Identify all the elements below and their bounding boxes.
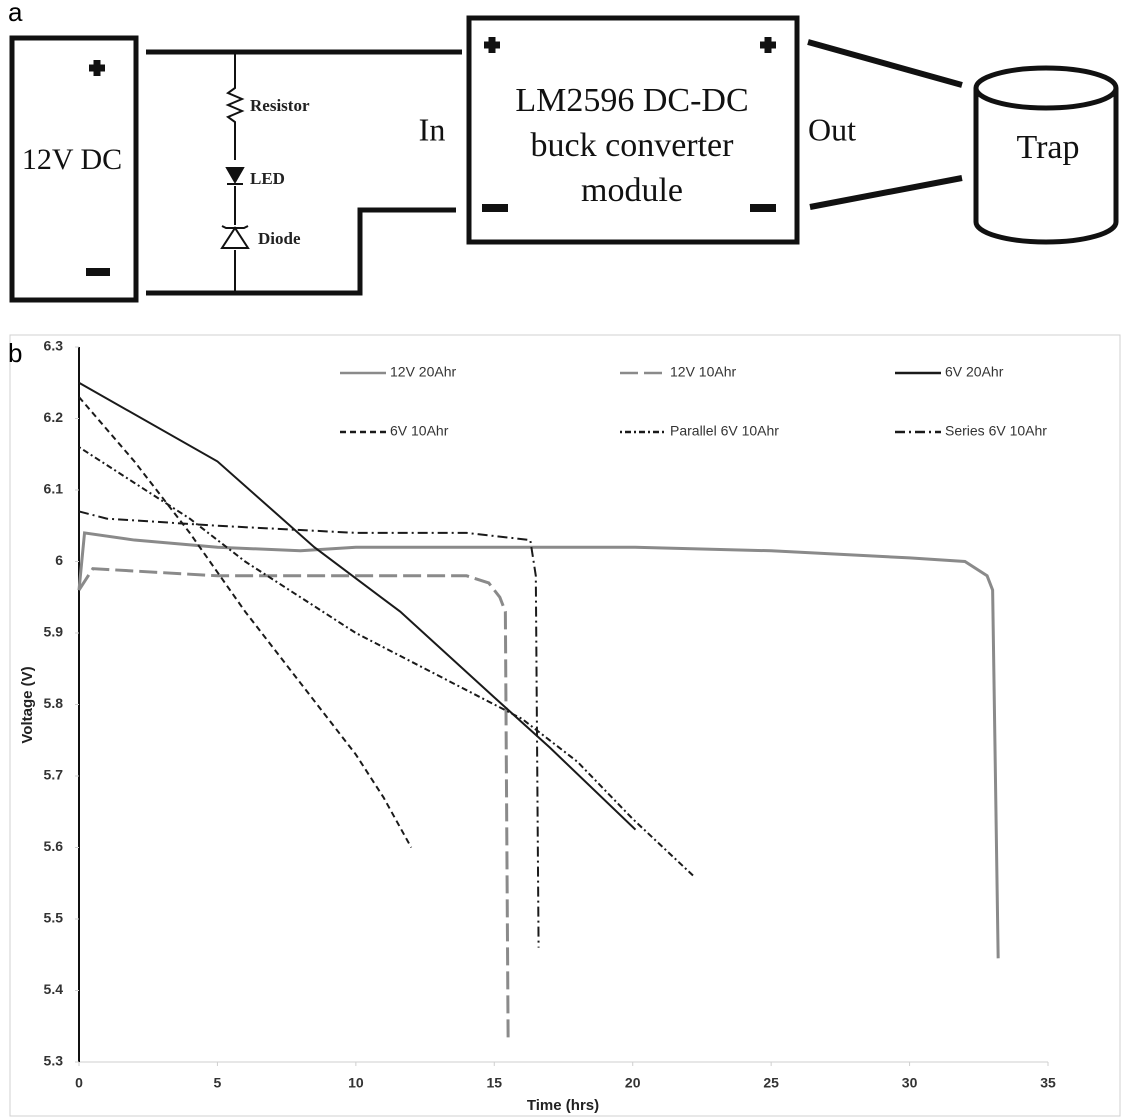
source-label: 12V DC — [22, 143, 122, 176]
series-line — [78, 396, 413, 848]
diode-symbol — [220, 225, 250, 249]
series-line — [78, 510, 540, 948]
y-tick-label: 5.4 — [44, 981, 64, 997]
out-label: Out — [808, 111, 856, 147]
series-line — [78, 381, 637, 831]
legend-label: Series 6V 10Ahr — [945, 423, 1047, 439]
plus-sign — [484, 37, 776, 53]
legend-label: 12V 10Ahr — [670, 364, 736, 380]
y-tick-label: 5.8 — [44, 695, 64, 711]
diode-label: Diode — [258, 229, 301, 248]
branch-wire — [225, 52, 245, 293]
x-tick-label: 0 — [75, 1075, 83, 1091]
module-label: buck converter — [531, 127, 735, 164]
module-label: module — [581, 172, 683, 209]
wire — [146, 49, 462, 296]
trap-body — [973, 88, 1119, 245]
chart-frame — [9, 334, 1121, 1117]
y-tick-label: 5.6 — [44, 838, 64, 854]
resistor-label: Resistor — [250, 96, 310, 115]
x-tick-label: 35 — [1040, 1075, 1056, 1091]
x-tick-label: 25 — [763, 1075, 779, 1091]
legend-label: 6V 20Ahr — [945, 364, 1004, 380]
y-tick-label: 5.7 — [44, 767, 64, 783]
series-line — [78, 446, 695, 877]
series-line — [77, 567, 510, 1041]
legend-label: 6V 10Ahr — [390, 423, 449, 439]
legend-label: Parallel 6V 10Ahr — [670, 423, 779, 439]
y-tick-label: 6.2 — [44, 409, 64, 425]
x-tick-label: 20 — [625, 1075, 641, 1091]
x-tick-label: 15 — [486, 1075, 502, 1091]
plus-sign — [89, 60, 105, 76]
y-tick-label: 5.3 — [44, 1053, 64, 1069]
y-tick-label: 5.5 — [44, 910, 64, 926]
series-line — [77, 531, 1000, 959]
y-tick-label: 5.9 — [44, 624, 64, 640]
panel-label: b — [8, 338, 22, 368]
wire — [807, 39, 963, 210]
y-tick-label: 6.3 — [44, 338, 64, 354]
module-label: LM2596 DC-DC — [515, 82, 748, 119]
x-tick-label: 30 — [902, 1075, 918, 1091]
y-tick-label: 6.1 — [44, 481, 64, 497]
x-tick-label: 10 — [348, 1075, 364, 1091]
y-tick-label: 6 — [55, 552, 63, 568]
led-label: LED — [250, 169, 285, 188]
diagram: a 12V DC Resistor LED Diode In LM2596 DC… — [8, 0, 1119, 303]
legend-label: 12V 20Ahr — [390, 364, 456, 380]
converter-box — [466, 15, 800, 245]
trap-top — [973, 65, 1119, 111]
panel-label: a — [8, 0, 23, 27]
y-axis-title: Voltage (V) — [19, 666, 36, 743]
x-axis-title: Time (hrs) — [527, 1097, 599, 1114]
x-tick-label: 5 — [214, 1075, 222, 1091]
trap-label: Trap — [1017, 129, 1080, 166]
led-symbol — [225, 167, 245, 185]
battery-box — [9, 35, 139, 303]
in-label: In — [419, 111, 446, 147]
